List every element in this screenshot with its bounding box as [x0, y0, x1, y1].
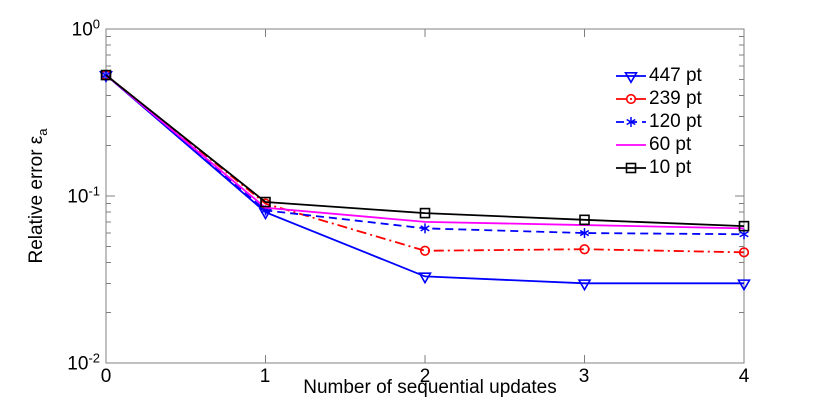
legend-swatch-60pt: [616, 143, 646, 146]
y-tick-label-1e-2: 10-2: [67, 350, 100, 375]
legend-label-60pt: 60 pt: [649, 133, 692, 155]
legend-swatch-120pt: [616, 116, 646, 127]
x-tick-label-0: 0: [100, 366, 112, 387]
x-tick-label-1: 1: [259, 366, 271, 387]
legend-swatch-10pt: [616, 162, 646, 173]
y-tick-label-1e0: 100: [71, 16, 100, 41]
legend-swatch-447pt: [616, 71, 646, 84]
x-axis-label: Number of sequential updates: [303, 377, 557, 398]
x-tick-label-3: 3: [578, 366, 590, 387]
legend-item-120pt: 120 pt: [615, 110, 702, 133]
x-tick-label-4: 4: [738, 366, 750, 387]
legend-label-10pt: 10 pt: [649, 156, 692, 178]
legend-item-10pt: 10 pt: [615, 156, 702, 179]
legend-label-239pt: 239 pt: [649, 87, 702, 109]
y-axis-label-subscript: a: [34, 128, 50, 136]
legend-label-120pt: 120 pt: [649, 110, 702, 132]
y-tick-label-1e-1: 10-1: [67, 183, 100, 208]
legend: 447 pt 239 pt 120 pt 60 pt 10 pt: [615, 64, 702, 179]
legend-item-447pt: 447 pt: [615, 64, 702, 87]
legend-label-447pt: 447 pt: [649, 64, 702, 86]
legend-item-60pt: 60 pt: [615, 133, 702, 156]
x-tick-label-2: 2: [419, 366, 431, 387]
legend-swatch-239pt: [616, 93, 646, 104]
legend-item-239pt: 239 pt: [615, 87, 702, 110]
